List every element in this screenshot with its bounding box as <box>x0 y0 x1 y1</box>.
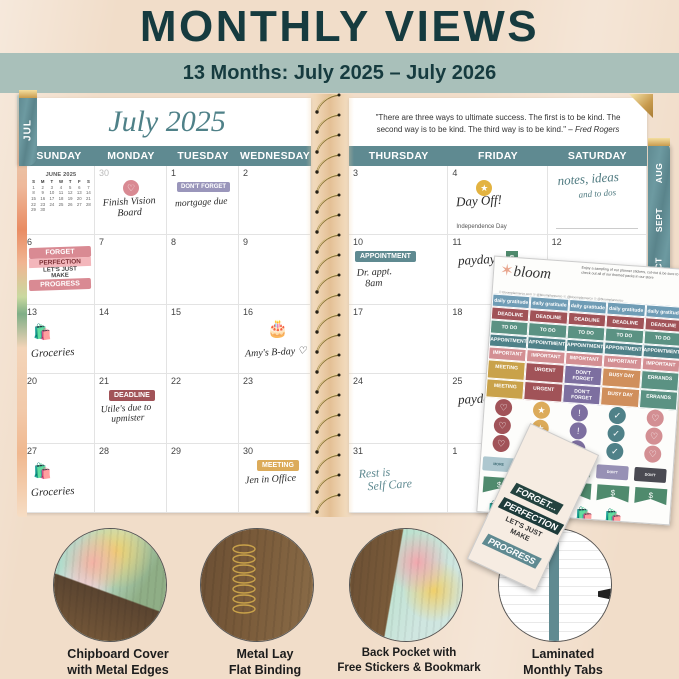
svg-text:✓: ✓ <box>612 429 620 440</box>
svg-text:MORE: MORE <box>493 462 505 467</box>
svg-text:♡: ♡ <box>498 421 507 432</box>
svg-text:♡: ♡ <box>499 403 508 414</box>
svg-text:♡: ♡ <box>651 413 660 424</box>
svg-text:DON'T: DON'T <box>645 473 657 478</box>
svg-text:♡: ♡ <box>648 449 657 460</box>
svg-text:♡: ♡ <box>650 431 659 442</box>
svg-text:✓: ✓ <box>611 446 619 457</box>
svg-text:DON'T: DON'T <box>607 470 619 475</box>
svg-text:★: ★ <box>537 405 546 416</box>
svg-text:♡: ♡ <box>497 439 506 450</box>
svg-text:✓: ✓ <box>613 411 621 422</box>
